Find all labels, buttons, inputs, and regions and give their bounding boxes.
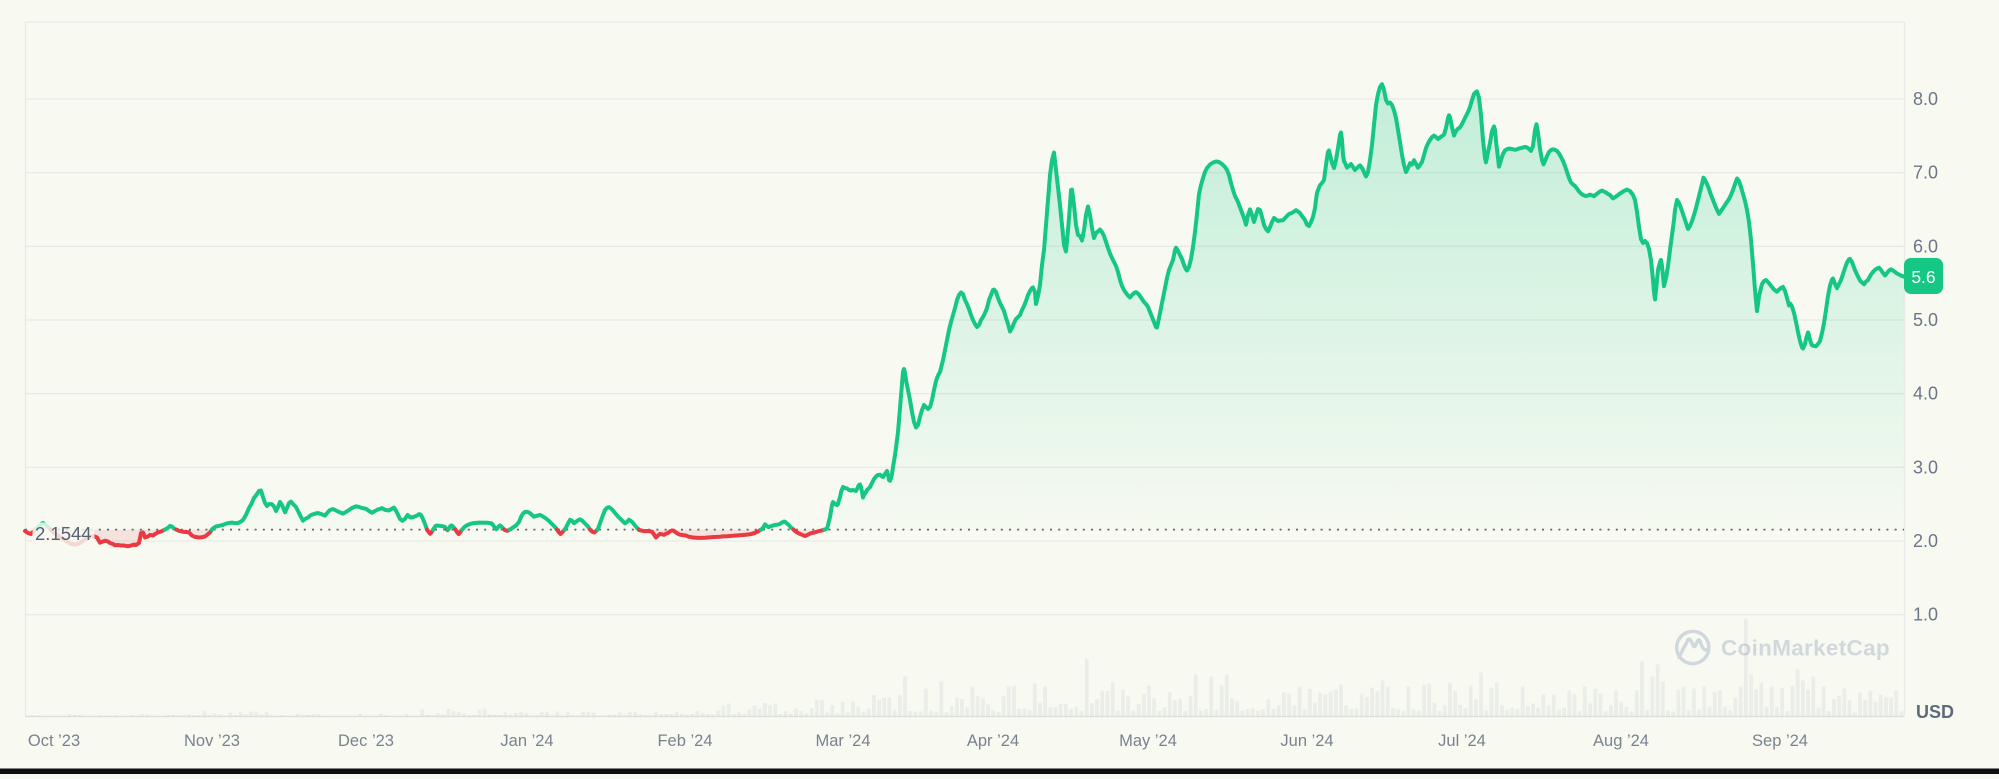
svg-text:7.0: 7.0 [1913,163,1938,183]
svg-text:4.0: 4.0 [1913,384,1938,404]
svg-text:Mar ’24: Mar ’24 [815,732,870,750]
svg-text:CoinMarketCap: CoinMarketCap [1721,636,1890,661]
svg-text:1.0: 1.0 [1913,605,1938,625]
svg-text:Jun ’24: Jun ’24 [1280,732,1333,750]
svg-text:5.0: 5.0 [1913,310,1938,330]
svg-text:2.1544: 2.1544 [35,523,92,544]
svg-text:May ’24: May ’24 [1119,732,1177,750]
svg-text:5.6: 5.6 [1911,267,1935,287]
svg-text:Aug ’24: Aug ’24 [1593,732,1649,750]
svg-text:Jan ’24: Jan ’24 [500,732,553,750]
svg-text:Nov ’23: Nov ’23 [184,732,240,750]
svg-text:3.0: 3.0 [1913,457,1938,477]
svg-text:Apr ’24: Apr ’24 [967,732,1019,750]
svg-text:2.0: 2.0 [1913,531,1938,551]
svg-text:Dec ’23: Dec ’23 [338,732,394,750]
svg-text:Feb ’24: Feb ’24 [657,732,712,750]
svg-text:Sep ’24: Sep ’24 [1752,732,1808,750]
svg-text:8.0: 8.0 [1913,89,1938,109]
svg-text:Jul ’24: Jul ’24 [1438,732,1486,750]
svg-text:Oct ’23: Oct ’23 [28,732,80,750]
svg-text:6.0: 6.0 [1913,236,1938,256]
svg-text:USD: USD [1916,702,1954,722]
